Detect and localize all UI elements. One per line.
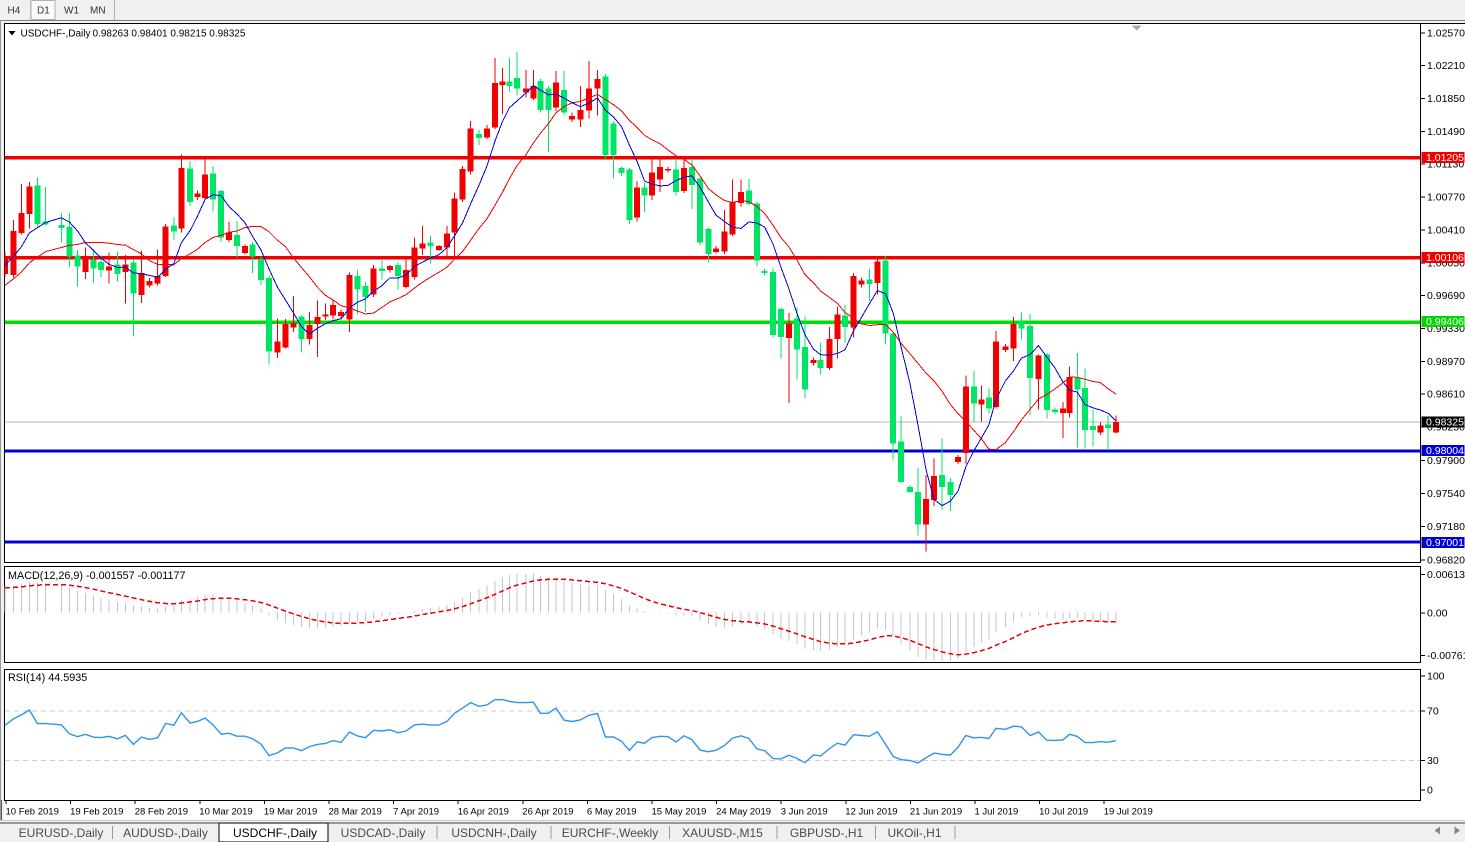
- svg-text:0.99690: 0.99690: [1427, 290, 1465, 302]
- svg-text:EURCHF-,Weekly: EURCHF-,Weekly: [562, 826, 658, 840]
- svg-text:19 Mar 2019: 19 Mar 2019: [264, 807, 317, 818]
- svg-text:19 Feb 2019: 19 Feb 2019: [70, 807, 123, 818]
- svg-text:XAUUSD-,M15: XAUUSD-,M15: [682, 826, 763, 840]
- svg-text:0.97900: 0.97900: [1427, 455, 1465, 467]
- svg-text:1.01205: 1.01205: [1426, 152, 1464, 164]
- svg-text:W1: W1: [64, 6, 79, 17]
- svg-text:UKOil-,H1: UKOil-,H1: [887, 826, 941, 840]
- svg-text:USDCNH-,Daily: USDCNH-,Daily: [451, 826, 536, 840]
- svg-text:1.00770: 1.00770: [1427, 192, 1465, 204]
- svg-text:0.97540: 0.97540: [1427, 488, 1465, 500]
- svg-text:12 Jun 2019: 12 Jun 2019: [845, 807, 897, 818]
- svg-text:0.97180: 0.97180: [1427, 521, 1465, 533]
- svg-text:6 May 2019: 6 May 2019: [587, 807, 637, 818]
- svg-text:0.99406: 0.99406: [1426, 316, 1464, 328]
- svg-text:1 Jul 2019: 1 Jul 2019: [975, 807, 1019, 818]
- svg-text:28 Feb 2019: 28 Feb 2019: [135, 807, 188, 818]
- svg-text:USDCAD-,Daily: USDCAD-,Daily: [341, 826, 426, 840]
- svg-text:-0.007612: -0.007612: [1427, 650, 1465, 662]
- svg-text:10 Feb 2019: 10 Feb 2019: [6, 807, 59, 818]
- svg-text:30: 30: [1427, 755, 1439, 767]
- svg-text:RSI(14) 44.5935: RSI(14) 44.5935: [8, 672, 87, 684]
- svg-text:EURUSD-,Daily: EURUSD-,Daily: [19, 826, 104, 840]
- svg-text:19 Jul 2019: 19 Jul 2019: [1104, 807, 1153, 818]
- svg-text:AUDUSD-,Daily: AUDUSD-,Daily: [123, 826, 208, 840]
- svg-text:0: 0: [1427, 785, 1433, 797]
- svg-text:1.00106: 1.00106: [1426, 252, 1464, 264]
- svg-text:0.98004: 0.98004: [1426, 445, 1464, 457]
- svg-text:1.02570: 1.02570: [1427, 27, 1465, 39]
- svg-text:26 Apr 2019: 26 Apr 2019: [522, 807, 573, 818]
- svg-text:15 May 2019: 15 May 2019: [652, 807, 707, 818]
- svg-text:MN: MN: [90, 6, 106, 17]
- svg-text:GBPUSD-,H1: GBPUSD-,H1: [790, 826, 864, 840]
- svg-text:D1: D1: [37, 6, 50, 17]
- svg-text:1.00410: 1.00410: [1427, 224, 1465, 236]
- svg-text:MACD(12,26,9) -0.001557 -0.001: MACD(12,26,9) -0.001557 -0.001177: [8, 570, 185, 582]
- svg-text:28 Mar 2019: 28 Mar 2019: [329, 807, 382, 818]
- svg-text:0.96820: 0.96820: [1427, 554, 1465, 566]
- svg-text:1.01850: 1.01850: [1427, 93, 1465, 105]
- svg-text:10 Jul 2019: 10 Jul 2019: [1039, 807, 1088, 818]
- svg-text:1.01490: 1.01490: [1427, 126, 1465, 138]
- svg-text:0.98325: 0.98325: [1426, 417, 1464, 429]
- svg-text:10 Mar 2019: 10 Mar 2019: [199, 807, 252, 818]
- svg-text:21 Jun 2019: 21 Jun 2019: [910, 807, 962, 818]
- svg-text:70: 70: [1427, 706, 1439, 718]
- svg-text:USDCHF-,Daily: USDCHF-,Daily: [233, 826, 317, 840]
- svg-text:3 Jun 2019: 3 Jun 2019: [781, 807, 828, 818]
- svg-text:0.00613: 0.00613: [1427, 569, 1465, 581]
- svg-text:1.02210: 1.02210: [1427, 60, 1465, 72]
- svg-text:0.98610: 0.98610: [1427, 389, 1465, 401]
- svg-text:16 Apr 2019: 16 Apr 2019: [458, 807, 509, 818]
- svg-text:24 May 2019: 24 May 2019: [716, 807, 771, 818]
- svg-text:0.98263 0.98401 0.98215 0.9832: 0.98263 0.98401 0.98215 0.98325: [93, 29, 246, 40]
- svg-text:0.97001: 0.97001: [1426, 537, 1464, 549]
- svg-text:0.00: 0.00: [1427, 608, 1448, 620]
- svg-text:USDCHF-,Daily: USDCHF-,Daily: [21, 29, 91, 40]
- svg-text:0.98970: 0.98970: [1427, 356, 1465, 368]
- svg-text:7 Apr 2019: 7 Apr 2019: [393, 807, 439, 818]
- svg-text:H4: H4: [8, 6, 21, 17]
- svg-text:100: 100: [1427, 671, 1445, 683]
